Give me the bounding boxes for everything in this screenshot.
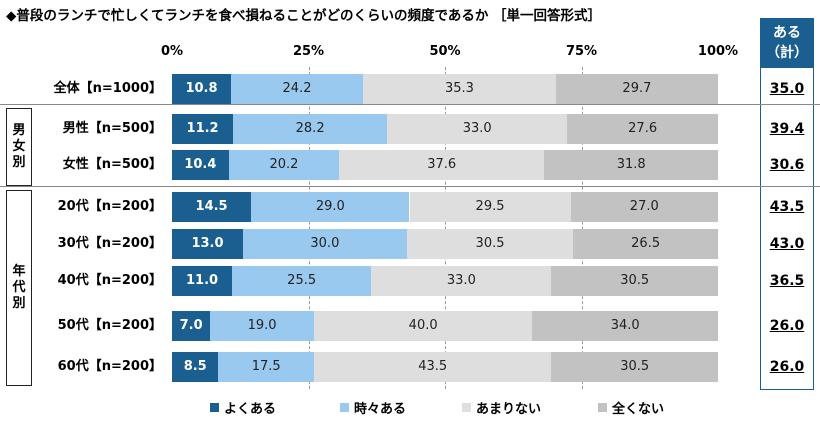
row-label: 男性【n=500】 <box>62 121 162 136</box>
bar-row: 11.0 25.5 33.0 30.5 <box>172 266 718 296</box>
row-label: 30代【n=200】 <box>57 236 162 251</box>
bar-segment-0: 13.0 <box>172 229 243 259</box>
bar-segment-1: 30.0 <box>242 229 407 259</box>
bar-segment-2: 30.5 <box>406 229 574 259</box>
group-separator <box>0 186 820 187</box>
bar-segment-2: 33.0 <box>371 266 552 296</box>
bar-segment-0: 7.0 <box>172 311 211 341</box>
group-label-char: 別 <box>12 155 26 170</box>
group-label-char: 年 <box>12 264 26 279</box>
bar-segment-3: 27.0 <box>570 192 718 222</box>
legend-label: 全くない <box>612 402 665 417</box>
x-tick-label: 0% <box>160 44 184 59</box>
row-label: 女性【n=500】 <box>62 157 162 172</box>
bar-segment-2: 35.3 <box>363 74 556 104</box>
bar-segment-2: 29.5 <box>409 192 571 222</box>
group-label-char: 別 <box>12 296 26 311</box>
x-tick-label: 50% <box>429 44 461 59</box>
x-tick-label: 75% <box>565 44 598 59</box>
summary-value: 26.0 <box>769 318 805 334</box>
group-separator <box>0 104 820 105</box>
summary-value: 39.4 <box>769 121 805 137</box>
chart-title: ◆普段のランチで忙しくてランチを食べ損ねることがどのくらいの頻度であるか ［単一… <box>6 8 602 24</box>
bar-segment-1: 24.2 <box>230 74 364 104</box>
bar-segment-0: 8.5 <box>172 352 219 382</box>
group-label-char: 女 <box>12 139 26 154</box>
bar-segment-0: 11.2 <box>172 114 234 144</box>
bar-segment-1: 25.5 <box>232 266 372 296</box>
row-label: 20代【n=200】 <box>57 199 162 214</box>
bar-segment-2: 37.6 <box>339 150 545 180</box>
bar-segment-0: 10.4 <box>172 150 229 180</box>
bar-segment-0: 11.0 <box>172 266 233 296</box>
bar-segment-3: 29.7 <box>555 74 718 104</box>
legend-label: あまりない <box>476 402 542 417</box>
summary-header-line2: （計） <box>766 45 808 61</box>
bar-segment-3: 34.0 <box>532 311 718 341</box>
legend-swatch <box>462 403 471 412</box>
bar-row: 7.0 19.0 40.0 34.0 <box>172 311 718 341</box>
summary-value: 26.0 <box>769 359 805 375</box>
bar-segment-3: 31.8 <box>544 150 718 180</box>
summary-column-frame <box>760 68 814 390</box>
row-label: 40代【n=200】 <box>57 273 162 288</box>
bar-row: 10.4 20.2 37.6 31.8 <box>172 150 718 180</box>
bar-segment-3: 27.6 <box>567 114 718 144</box>
legend-item: 時々ある <box>340 398 406 417</box>
legend-swatch <box>340 403 349 412</box>
summary-value: 43.5 <box>769 199 805 215</box>
bar-segment-2: 40.0 <box>313 311 533 341</box>
gridline <box>308 67 310 389</box>
bar-segment-1: 29.0 <box>251 192 410 222</box>
bar-segment-0: 14.5 <box>172 192 252 222</box>
group-box: 男女別 <box>6 108 32 186</box>
bar-row: 11.2 28.2 33.0 27.6 <box>172 114 718 144</box>
row-label: 50代【n=200】 <box>57 318 162 333</box>
bar-row: 10.8 24.2 35.3 29.7 <box>172 74 718 104</box>
legend-item: 全くない <box>598 398 664 417</box>
group-box: 年代別 <box>6 190 32 386</box>
x-tick-label: 25% <box>292 44 325 59</box>
bar-segment-2: 43.5 <box>313 352 552 382</box>
bar-segment-3: 26.5 <box>573 229 718 259</box>
bar-segment-1: 19.0 <box>210 311 314 341</box>
x-tick-label: 100% <box>697 44 739 59</box>
bar-segment-0: 10.8 <box>172 74 231 104</box>
gridline <box>445 67 446 389</box>
summary-value: 30.6 <box>769 157 805 173</box>
bar-segment-3: 30.5 <box>551 266 718 296</box>
summary-header: ある （計） <box>760 18 814 68</box>
bar-segment-2: 33.0 <box>387 114 568 144</box>
summary-value: 36.5 <box>769 273 805 289</box>
bar-row: 13.0 30.0 30.5 26.5 <box>172 229 718 259</box>
bar-segment-1: 20.2 <box>228 150 340 180</box>
summary-header-line1: ある <box>773 25 801 41</box>
bar-segment-3: 30.5 <box>551 352 718 382</box>
legend-swatch <box>210 403 219 412</box>
group-label-char: 男 <box>12 123 26 138</box>
group-label-char: 代 <box>12 280 26 295</box>
legend-label: 時々ある <box>354 402 407 417</box>
legend-label: よくある <box>224 402 277 417</box>
legend-item: よくある <box>210 398 276 417</box>
summary-value: 43.0 <box>769 236 805 252</box>
row-label: 60代【n=200】 <box>57 359 162 374</box>
row-label: 全体【n=1000】 <box>53 81 162 96</box>
bar-segment-1: 28.2 <box>233 114 388 144</box>
summary-value: 35.0 <box>769 81 805 97</box>
legend-item: あまりない <box>462 398 541 417</box>
bar-row: 8.5 17.5 43.5 30.5 <box>172 352 718 382</box>
bar-segment-1: 17.5 <box>218 352 314 382</box>
gridline <box>581 67 583 389</box>
legend-swatch <box>598 403 607 412</box>
bar-row: 14.5 29.0 29.5 27.0 <box>172 192 718 222</box>
